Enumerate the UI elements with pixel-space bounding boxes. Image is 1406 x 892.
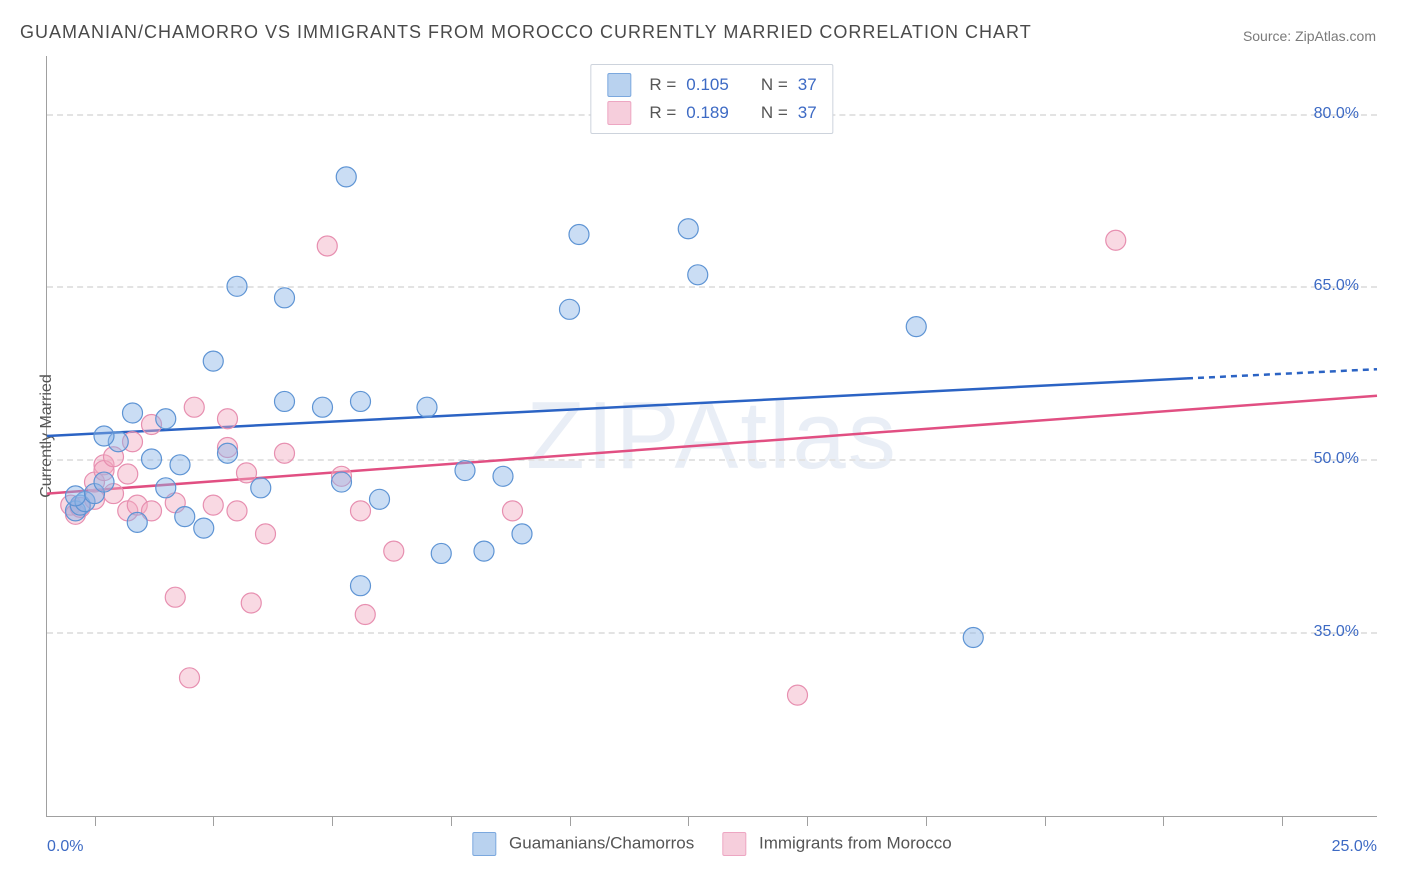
r-value-blue: 0.105 bbox=[686, 75, 729, 95]
x-tick bbox=[926, 816, 927, 826]
r-label: R = bbox=[649, 103, 676, 123]
n-value-pink: 37 bbox=[798, 103, 817, 123]
n-label: N = bbox=[761, 75, 788, 95]
legend-item-pink: Immigrants from Morocco bbox=[722, 832, 951, 856]
legend-label-blue: Guamanians/Chamorros bbox=[509, 833, 694, 852]
swatch-blue bbox=[472, 832, 496, 856]
x-tick bbox=[451, 816, 452, 826]
swatch-blue bbox=[607, 73, 631, 97]
swatch-pink bbox=[722, 832, 746, 856]
r-label: R = bbox=[649, 75, 676, 95]
x-tick bbox=[688, 816, 689, 826]
x-tick bbox=[570, 816, 571, 826]
x-max-label: 25.0% bbox=[1332, 838, 1377, 856]
chart-title: GUAMANIAN/CHAMORRO VS IMMIGRANTS FROM MO… bbox=[20, 22, 1032, 43]
series-legend: Guamanians/Chamorros Immigrants from Mor… bbox=[472, 832, 951, 856]
legend-label-pink: Immigrants from Morocco bbox=[759, 833, 952, 852]
legend-row-pink: R = 0.189 N = 37 bbox=[607, 99, 816, 127]
r-value-pink: 0.189 bbox=[686, 103, 729, 123]
x-tick bbox=[807, 816, 808, 826]
x-min-label: 0.0% bbox=[47, 838, 83, 856]
source-label: Source: ZipAtlas.com bbox=[1243, 28, 1376, 44]
n-value-blue: 37 bbox=[798, 75, 817, 95]
n-label: N = bbox=[761, 103, 788, 123]
x-tick bbox=[332, 816, 333, 826]
x-tick bbox=[1163, 816, 1164, 826]
legend-item-blue: Guamanians/Chamorros bbox=[472, 832, 694, 856]
x-tick bbox=[213, 816, 214, 826]
x-tick bbox=[1282, 816, 1283, 826]
correlation-legend: R = 0.105 N = 37 R = 0.189 N = 37 bbox=[590, 64, 833, 134]
legend-row-blue: R = 0.105 N = 37 bbox=[607, 71, 816, 99]
x-tick bbox=[1045, 816, 1046, 826]
swatch-pink bbox=[607, 101, 631, 125]
scatter-points bbox=[47, 56, 1377, 816]
plot-area: Currently Married ZIPAtlas 35.0%50.0%65.… bbox=[46, 56, 1377, 817]
x-tick bbox=[95, 816, 96, 826]
